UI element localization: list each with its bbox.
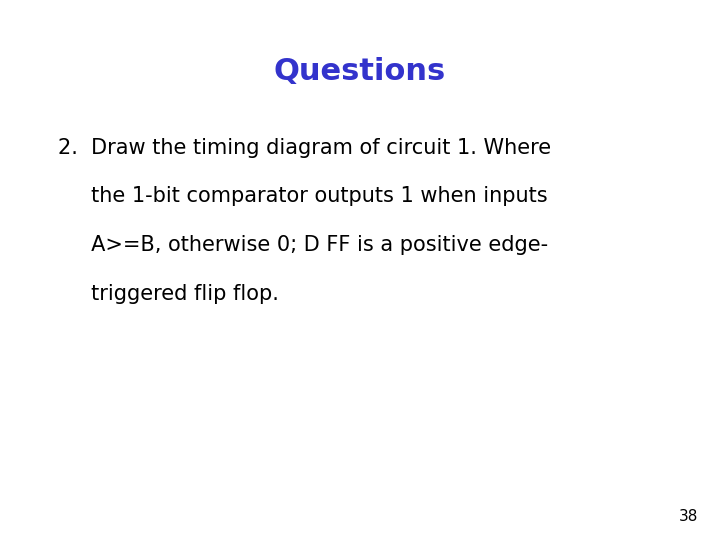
Text: triggered flip flop.: triggered flip flop. (58, 284, 279, 303)
Text: the 1-bit comparator outputs 1 when inputs: the 1-bit comparator outputs 1 when inpu… (58, 186, 547, 206)
Text: A>=B, otherwise 0; D FF is a positive edge-: A>=B, otherwise 0; D FF is a positive ed… (58, 235, 548, 255)
Text: Questions: Questions (274, 57, 446, 86)
Text: 2.  Draw the timing diagram of circuit 1. Where: 2. Draw the timing diagram of circuit 1.… (58, 138, 551, 158)
Text: 38: 38 (679, 509, 698, 524)
